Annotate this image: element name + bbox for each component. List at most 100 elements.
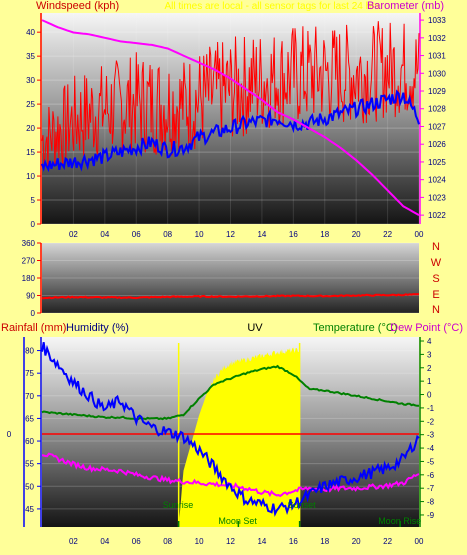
wind-tick-label: 20: [26, 124, 35, 133]
humidity-tick-label: 60: [25, 437, 34, 446]
wind-series: [41, 19, 420, 216]
climate-x-axis-labels: 02 04 06 08 10 12 14 16 18 20 22 00: [69, 537, 424, 546]
climate-x-tick-label: 02: [69, 537, 78, 546]
wind-x-tick-label: 18: [320, 230, 329, 239]
direction-plot-background: [42, 243, 419, 313]
wind-tick-label: 0: [31, 220, 36, 229]
barometer-tick-label: 1028: [428, 105, 446, 114]
rainfall-axis-title: Rainfall (mm): [1, 322, 66, 334]
temperature-tick-label: -5: [427, 457, 435, 466]
compass-east: E: [432, 289, 439, 301]
uv-axis-title: UV: [247, 322, 263, 334]
compass-north-bottom: N: [432, 304, 440, 316]
moonset-label: Moon Set: [218, 516, 257, 526]
barometer-tick-label: 1026: [428, 140, 446, 149]
moonrise-label: Moon Rise: [378, 516, 421, 526]
temperature-tick-label: 0: [427, 391, 432, 400]
humidity-tick-label: 55: [25, 460, 34, 469]
humidity-line: [41, 342, 420, 517]
windspeed-axis-title: Windspeed (kph): [36, 0, 119, 12]
wind-tick-label: 25: [26, 100, 35, 109]
wind-band: [41, 21, 420, 169]
humidity-tick-label: 75: [25, 369, 34, 378]
climate-x-tick-label: 08: [163, 537, 172, 546]
temperature-tick-label: -8: [427, 498, 435, 507]
rain-tick-label: 0: [7, 430, 12, 439]
wind-grid: [40, 13, 421, 225]
direction-tick-label: 0: [31, 309, 36, 318]
temperature-line: [41, 364, 420, 421]
wind-right-axis-labels: 1022 1023 1024 1025 1026 1027 1028 1029 1030 1031…: [420, 16, 446, 220]
temperature-tick-label: 4: [427, 337, 432, 346]
compass-south: S: [432, 273, 439, 285]
wind-x-tick-label: 02: [69, 230, 78, 239]
barometer-tick-label: 1030: [428, 69, 446, 78]
humidity-tick-label: 65: [25, 414, 34, 423]
compass-labels: N W S E N: [431, 241, 442, 316]
sun-moon-markers: [177, 521, 401, 527]
climate-x-tick-label: 04: [100, 537, 109, 546]
direction-tick-label: 270: [22, 257, 36, 266]
temperature-axis-title: Temperature (°C): [313, 322, 397, 334]
wind-direction-line: [41, 293, 420, 300]
barometer-tick-label: 1031: [428, 52, 446, 61]
wind-plot-background: [42, 13, 419, 224]
climate-x-tick-label: 18: [320, 537, 329, 546]
direction-tick-label: 180: [22, 274, 36, 283]
wind-x-tick-label: 16: [289, 230, 298, 239]
barometer-tick-label: 1024: [428, 176, 446, 185]
direction-tick-label: 90: [26, 292, 35, 301]
climate-x-tick-label: 10: [195, 537, 204, 546]
wind-tick-label: 10: [26, 172, 35, 181]
barometer-tick-label: 1025: [428, 158, 446, 167]
direction-axis-labels: 0 90 180 270 360: [22, 239, 41, 318]
wind-tick-label: 15: [26, 148, 35, 157]
rain-axis: 0: [7, 337, 25, 527]
wind-x-tick-label: 22: [383, 230, 392, 239]
wind-average-line: [41, 89, 420, 173]
wind-x-tick-label: 12: [226, 230, 235, 239]
direction-grid: [40, 242, 419, 314]
barometer-tick-label: 1023: [428, 193, 446, 202]
temperature-tick-label: -4: [427, 444, 435, 453]
humidity-tick-label: 50: [25, 482, 34, 491]
wind-x-tick-label: 10: [195, 230, 204, 239]
direction-series: [41, 293, 420, 300]
wind-x-tick-label: 00: [415, 230, 424, 239]
humidity-tick-label: 45: [25, 505, 34, 514]
temperature-tick-label: -7: [427, 484, 435, 493]
temperature-tick-label: 1: [427, 377, 432, 386]
climate-x-tick-label: 20: [352, 537, 361, 546]
wind-tick-label: 35: [26, 52, 35, 61]
humidity-tick-label: 70: [25, 392, 34, 401]
direction-tick-label: 360: [22, 239, 36, 248]
climate-series: [41, 342, 420, 517]
compass-north-top: N: [432, 241, 440, 253]
compass-west: W: [431, 257, 442, 269]
climate-x-tick-label: 06: [132, 537, 141, 546]
barometer-tick-label: 1022: [428, 211, 446, 220]
humidity-axis-labels: 45 50 55 60 65 70 75 80: [25, 347, 41, 514]
barometer-tick-label: 1032: [428, 34, 446, 43]
climate-x-tick-label: 14: [257, 537, 266, 546]
humidity-tick-label: 80: [25, 347, 34, 356]
wind-x-tick-label: 04: [100, 230, 109, 239]
temperature-tick-label: 3: [427, 350, 432, 359]
uv-area: [177, 343, 301, 527]
barometer-line: [41, 19, 420, 216]
uv-area-fill: [178, 347, 300, 527]
wind-tick-label: 5: [31, 196, 36, 205]
barometer-tick-label: 1029: [428, 87, 446, 96]
sunrise-label: Sunrise: [163, 500, 194, 510]
temperature-tick-label: -3: [427, 431, 435, 440]
wind-x-axis-labels: 02 04 06 08 10 12 14 16 18 20 22 00: [69, 230, 424, 239]
direction-panel: 0 90 180 270 360 N W S E N: [22, 239, 442, 318]
temperature-tick-label: -2: [427, 417, 435, 426]
wind-x-tick-label: 08: [163, 230, 172, 239]
temperature-tick-label: 2: [427, 364, 432, 373]
barometer-axis-title: Barometer (mb): [367, 0, 444, 12]
temperature-axis-labels: -9 -8 -7 -6 -5 -4 -3 -2 -1 0 1 2 3 4: [420, 337, 435, 520]
